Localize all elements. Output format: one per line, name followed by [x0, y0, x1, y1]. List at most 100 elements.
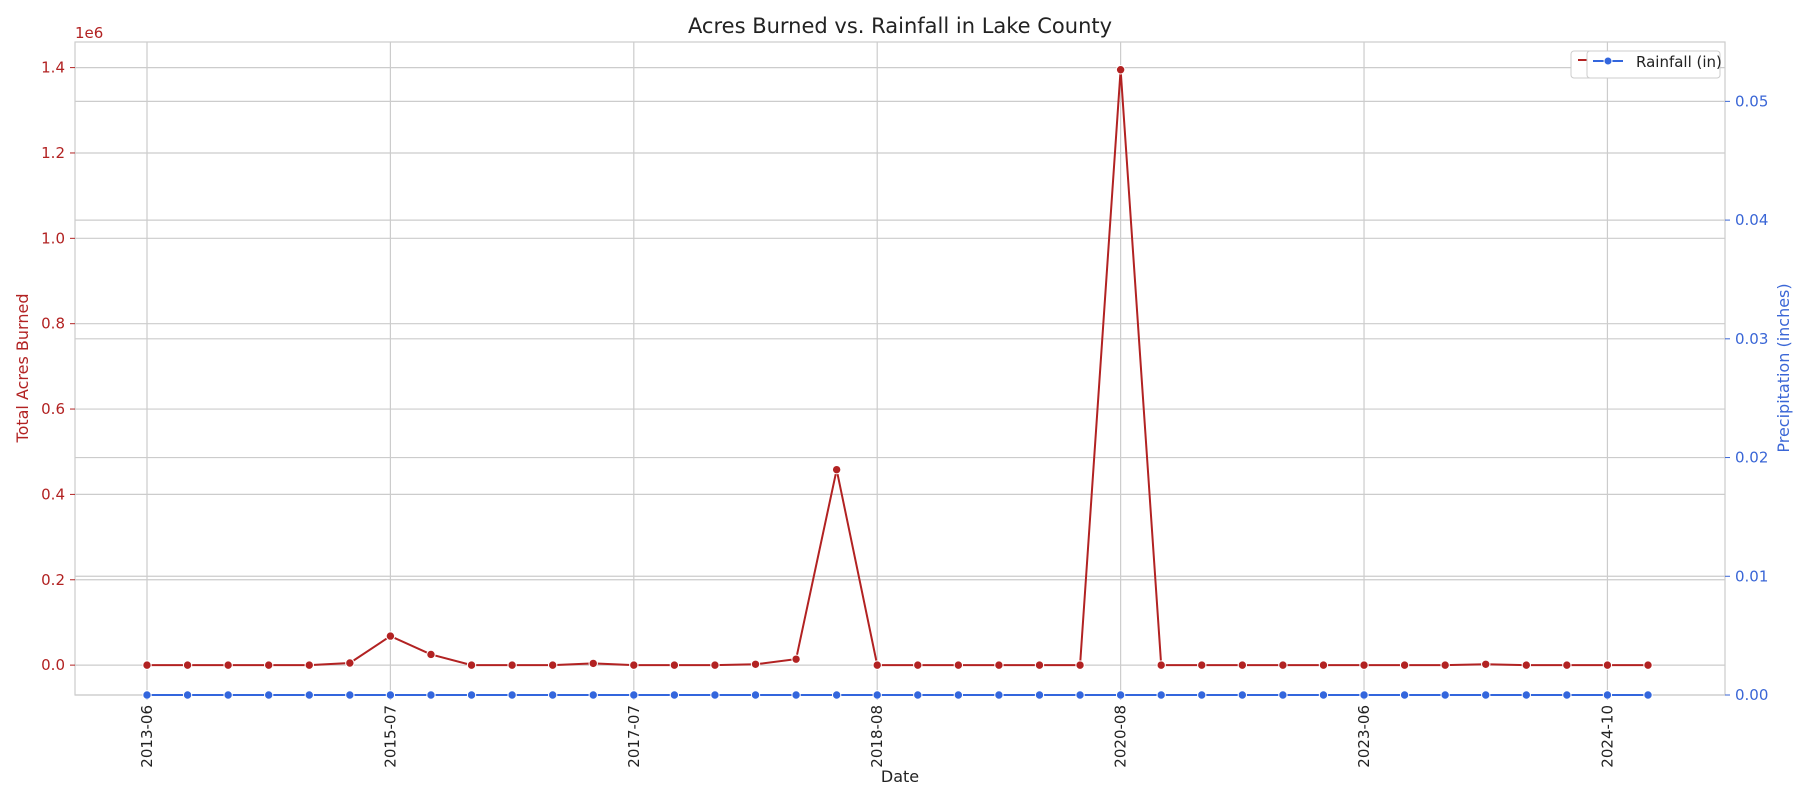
rainfall-point — [507, 690, 517, 700]
rainfall-point — [1156, 690, 1166, 700]
x-axis-label: Date — [881, 767, 919, 786]
acres-burned-point — [994, 660, 1004, 670]
acres-burned-point — [1359, 660, 1369, 670]
acres-burned-point — [142, 660, 152, 670]
plot-frame — [74, 41, 1726, 696]
legend-marker-rainfall — [1603, 56, 1613, 66]
rainfall-point — [1602, 690, 1613, 700]
right-tick-label: 0.04 — [1735, 211, 1768, 229]
rainfall-point — [994, 690, 1004, 700]
rainfall-point — [588, 690, 598, 700]
left-gridlines — [75, 67, 1725, 666]
legend-box — [1586, 50, 1721, 79]
rainfall-point — [1115, 690, 1126, 700]
right-tick-label: 0.02 — [1735, 449, 1768, 467]
y-axis-right-label: Precipitation (inches) — [1774, 283, 1793, 452]
chart-title: Acres Burned vs. Rainfall in Lake County — [688, 14, 1112, 38]
acres-burned-point — [264, 660, 274, 670]
rainfall-point — [1075, 690, 1085, 700]
rainfall-point — [1278, 690, 1288, 700]
x-gridlines — [146, 42, 1609, 695]
acres-burned-point — [1440, 660, 1450, 670]
rainfall-point — [142, 690, 152, 700]
acres-burned-point — [1399, 660, 1410, 670]
rainfall-point — [1643, 690, 1653, 700]
rainfall-point — [426, 690, 436, 700]
acres-burned-point — [1075, 660, 1085, 670]
acres-burned-point — [1278, 660, 1288, 670]
acres-burned-point — [547, 660, 558, 670]
rainfall-point — [1197, 690, 1207, 700]
left-tick-label: 1.2 — [41, 144, 65, 162]
left-tick-label: 0.4 — [41, 485, 65, 503]
rainfall-point — [264, 690, 274, 700]
x-tick-label: 2013-06 — [138, 705, 156, 768]
rainfall-point — [750, 690, 761, 700]
left-axis-ticks: 0.0 0.2 0.4 0.6 0.8 1.0 1.2 1.4 — [41, 59, 75, 674]
acres-burned-point — [1521, 660, 1531, 670]
legend-label-rainfall: Rainfall (in) — [1636, 53, 1722, 71]
x-axis-ticks: 2013-06 2015-07 2017-07 2018-08 2020-08 2023-… — [138, 695, 1616, 768]
acres-burned-point — [466, 660, 477, 670]
acres-burned-point — [182, 660, 193, 670]
left-tick-label: 0.2 — [41, 571, 65, 589]
acres-burned-point — [1237, 660, 1248, 670]
rainfall-point — [1237, 690, 1248, 700]
rainfall-point — [953, 690, 964, 700]
acres-burned-point — [345, 658, 355, 668]
left-tick-label: 1.0 — [41, 229, 65, 247]
acres-burned-point — [1643, 660, 1653, 670]
rainfall-point — [669, 690, 680, 700]
acres-burned-point — [831, 464, 842, 475]
x-tick-label: 2015-07 — [381, 705, 399, 768]
acres-burned-point — [1318, 660, 1329, 670]
rainfall-point — [1359, 690, 1369, 700]
rainfall-point — [913, 690, 923, 700]
x-tick-label: 2023-06 — [1355, 705, 1373, 768]
acres-burned-point — [223, 660, 233, 670]
right-tick-label: 0.05 — [1735, 92, 1768, 110]
rainfall-point — [1481, 690, 1491, 700]
acres-burned-point — [1115, 65, 1126, 75]
rainfall-point — [1440, 690, 1450, 700]
rainfall-point — [872, 690, 882, 700]
left-tick-label: 0.0 — [41, 656, 65, 674]
right-axis-ticks: 0.00 0.01 0.02 0.03 0.04 0.05 — [1725, 92, 1768, 704]
acres-burned-point — [953, 660, 964, 670]
acres-burned-line — [147, 69, 1648, 667]
rainfall-point — [345, 690, 355, 700]
rainfall-point — [629, 690, 639, 700]
left-axis-offset-label: 1e6 — [75, 24, 103, 42]
y-axis-left-label: Total Acres Burned — [13, 294, 32, 444]
acres-burned-point — [750, 659, 761, 669]
left-tick-label: 0.8 — [41, 315, 65, 333]
x-tick-label: 2024-10 — [1598, 705, 1616, 768]
rainfall-point — [1318, 690, 1329, 700]
acres-burned-point — [385, 631, 396, 641]
rainfall-point — [385, 690, 396, 700]
right-tick-label: 0.01 — [1735, 567, 1768, 585]
rainfall-point — [1562, 690, 1572, 700]
x-tick-label: 2018-08 — [868, 705, 886, 768]
rainfall-point — [831, 690, 842, 700]
x-tick-label: 2017-07 — [625, 705, 643, 768]
acres-burned-point — [710, 660, 720, 670]
left-tick-label: 0.6 — [41, 400, 65, 418]
acres-burned-point — [1481, 659, 1491, 669]
rainfall-point — [223, 690, 233, 700]
acres-burned-point — [629, 660, 639, 670]
x-tick-label: 2020-08 — [1112, 705, 1130, 768]
rainfall-point — [1399, 690, 1410, 700]
right-tick-label: 0.03 — [1735, 330, 1768, 348]
acres-burned-point — [426, 649, 436, 660]
acres-burned-point — [791, 654, 801, 664]
series-layer — [142, 65, 1653, 700]
acres-burned-point — [1602, 660, 1613, 670]
acres-burned-point — [1562, 660, 1572, 670]
rainfall-point — [304, 690, 314, 700]
acres-burned-point — [304, 660, 314, 670]
rainfall-point — [466, 690, 477, 700]
rainfall-point — [182, 690, 193, 700]
